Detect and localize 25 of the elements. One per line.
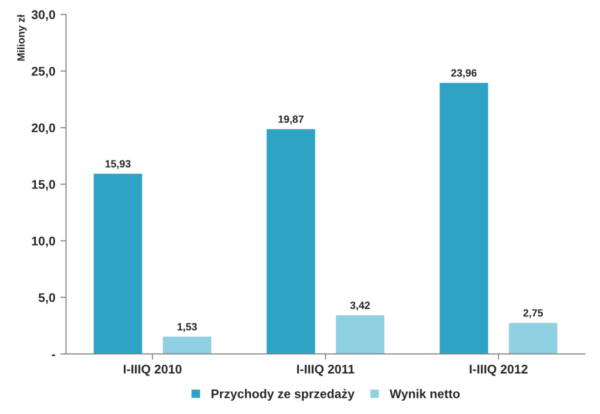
y-axis-title: Miliony zł	[17, 14, 27, 61]
data-label: 3,42	[350, 302, 370, 311]
y-tick-label: 10,0	[32, 236, 56, 248]
data-label: 1,53	[178, 323, 197, 332]
bar	[162, 336, 212, 354]
y-tick-label: 5,0	[38, 293, 56, 304]
bar	[508, 322, 558, 354]
y-tick-label: 30,0	[32, 10, 56, 21]
x-tick-label: I-IIIQ 2011	[297, 364, 354, 376]
y-tick-label: -	[52, 354, 56, 356]
y-tick-label: 25,0	[32, 66, 56, 78]
bar	[336, 315, 384, 354]
y-tick-label: 15,0	[32, 180, 56, 191]
data-label: 2,75	[523, 309, 543, 318]
data-label: 15,93	[106, 160, 131, 169]
bar	[94, 174, 142, 354]
bar	[266, 129, 316, 354]
data-label: 23,96	[451, 69, 477, 78]
legend-label: Przychody ze sprzedaży	[212, 389, 355, 401]
data-label: 19,87	[278, 116, 304, 124]
x-tick-label: I-IIIQ 2010	[124, 364, 182, 376]
x-tick-label: I-IIIQ 2012	[470, 364, 528, 376]
legend-label: Wynik netto	[390, 389, 460, 401]
bar	[440, 82, 488, 354]
y-tick-label: 20,0	[32, 123, 56, 134]
